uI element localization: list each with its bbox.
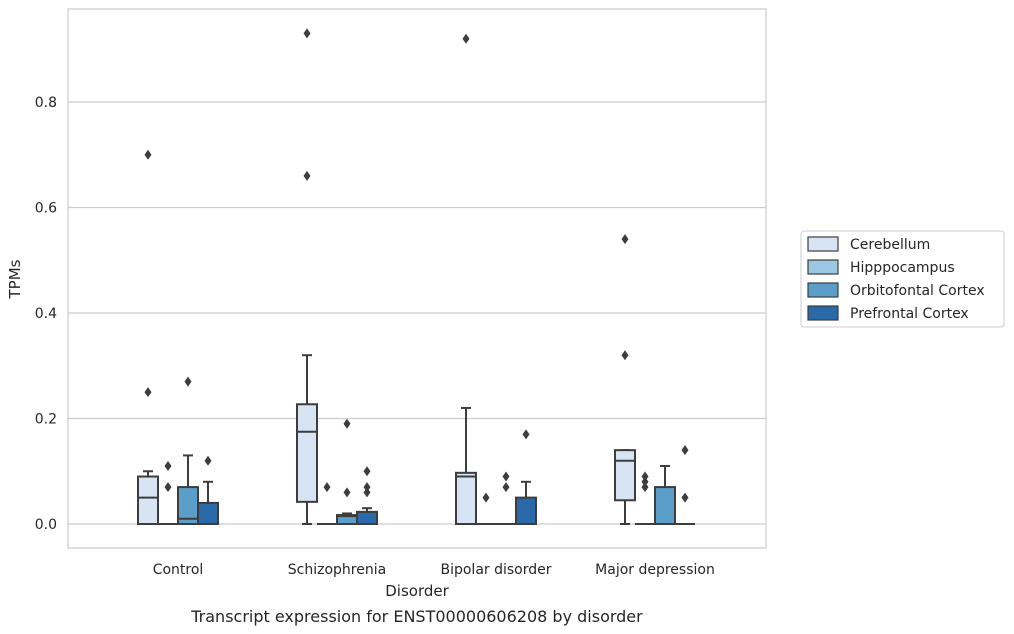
outlier-point	[681, 445, 689, 456]
box-3-1	[356, 466, 378, 525]
legend-swatch	[807, 282, 839, 298]
box-1-3	[635, 471, 655, 525]
outlier-point	[343, 487, 351, 498]
outlier-point	[204, 455, 212, 466]
box-0-0	[137, 149, 159, 525]
box	[455, 471, 477, 525]
box	[296, 403, 318, 503]
legend-swatch	[807, 236, 839, 252]
box	[197, 501, 219, 525]
chart-caption: Transcript expression for ENST0000060620…	[190, 607, 643, 626]
outlier-point	[502, 482, 510, 493]
x-tick-label: Control	[153, 562, 204, 578]
legend-swatch	[807, 259, 839, 275]
x-tick-label: Bipolar disorder	[440, 562, 551, 578]
outlier-point	[502, 471, 510, 482]
x-tick-label: Schizophrenia	[288, 562, 386, 578]
outlier-point	[184, 376, 192, 387]
box	[515, 496, 537, 525]
outlier-point	[164, 460, 172, 471]
y-tick-label: 0.8	[35, 95, 57, 111]
outlier-point	[363, 466, 371, 477]
outlier-point	[482, 492, 490, 503]
outlier-point	[303, 28, 311, 39]
outlier-point	[363, 487, 371, 498]
outlier-point	[641, 471, 649, 482]
outlier-point	[681, 492, 689, 503]
box-0-1	[296, 28, 318, 525]
legend: Cerebellum Hipppocampus Orbitofontal Corte…	[800, 230, 1005, 328]
outlier-point	[641, 476, 649, 487]
legend-label: Cerebellum	[850, 237, 930, 253]
legend-label: Hipppocampus	[850, 260, 955, 276]
box-3-2	[515, 429, 537, 525]
y-axis-title: TPMs	[6, 259, 24, 299]
outlier-point	[343, 418, 351, 429]
box	[654, 486, 676, 526]
y-tick-label: 0.4	[35, 306, 57, 322]
box	[614, 449, 636, 502]
plot-area	[68, 9, 766, 548]
outlier-point	[641, 482, 649, 493]
box-1-2	[476, 492, 496, 525]
outlier-point	[144, 387, 152, 398]
box-3-3	[675, 445, 695, 525]
legend-swatch	[807, 305, 839, 321]
outlier-point	[462, 33, 470, 44]
outlier-point	[164, 482, 172, 493]
x-tick-label: Major depression	[595, 562, 715, 578]
box-3-0	[197, 455, 219, 525]
plot-frame	[67, 8, 767, 549]
x-tick-labels: Control Schizophrenia Bipolar disorder Majo…	[153, 562, 715, 578]
box-0-3	[614, 234, 636, 525]
y-tick-label: 0.0	[35, 517, 57, 533]
box-1-1	[317, 482, 337, 525]
outlier-point	[144, 149, 152, 160]
outlier-point	[621, 350, 629, 361]
box-0-2	[455, 33, 477, 525]
outlier-point	[323, 482, 331, 493]
y-tick-labels: 0.0 0.2 0.4 0.6 0.8	[35, 95, 57, 533]
box	[356, 510, 378, 525]
outlier-point	[363, 482, 371, 493]
legend-label: Prefrontal Cortex	[850, 306, 969, 322]
outlier-point	[621, 234, 629, 245]
legend-frame	[800, 230, 1005, 328]
y-tick-label: 0.6	[35, 201, 57, 217]
legend-label: Orbitofontal Cortex	[850, 283, 985, 299]
box	[137, 475, 159, 525]
box-2-3	[654, 464, 676, 526]
box-2-2	[496, 471, 516, 525]
outlier-point	[303, 170, 311, 181]
box-1-0	[158, 460, 178, 525]
outlier-point	[522, 429, 530, 440]
box-plots	[137, 28, 695, 526]
x-axis-title: Disorder	[385, 582, 449, 600]
y-tick-label: 0.2	[35, 412, 57, 428]
